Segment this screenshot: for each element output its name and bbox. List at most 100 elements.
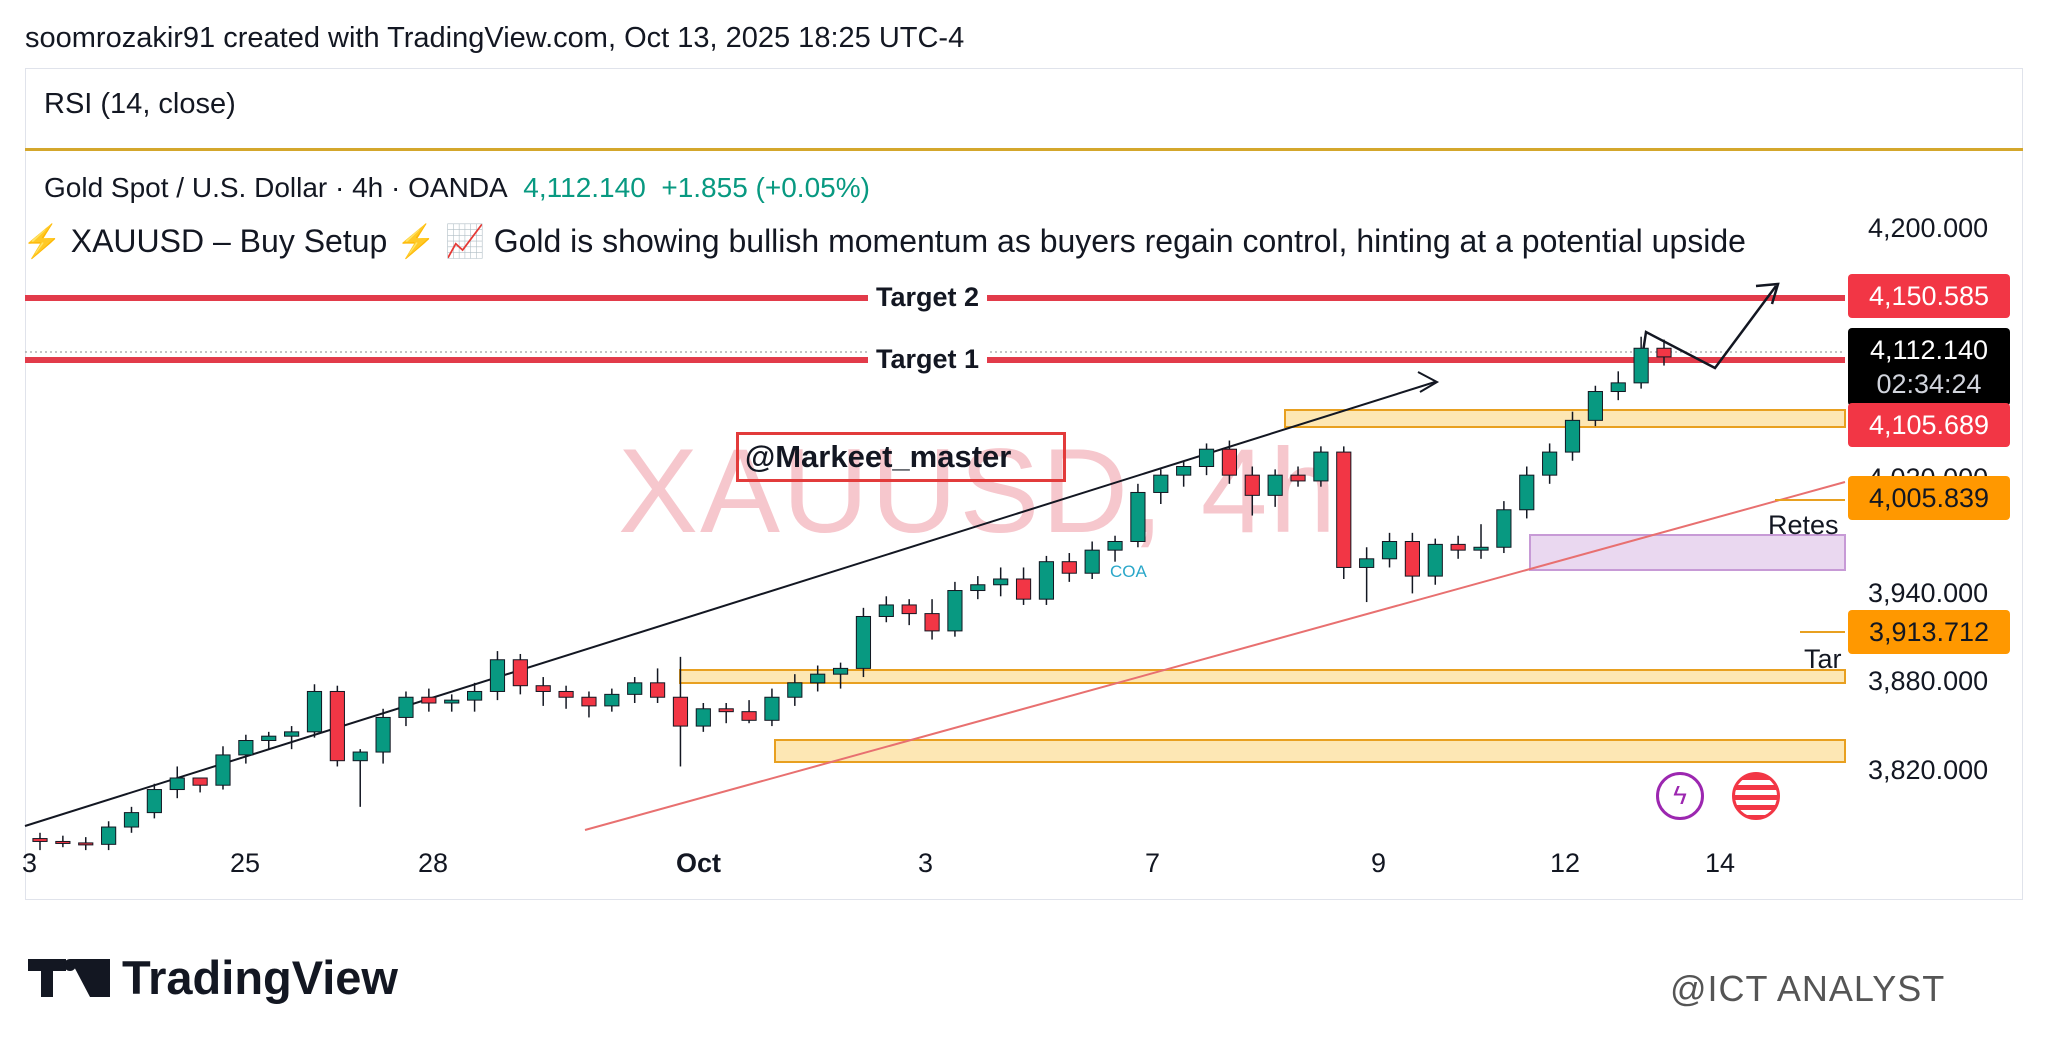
candle-down (512, 659, 528, 687)
candle-up (947, 590, 963, 632)
candle-up (970, 584, 986, 592)
candle-up (787, 682, 803, 698)
candle-down (192, 777, 208, 786)
level-b-price-tag: 3,913.712 (1848, 610, 2010, 654)
chart-panel (25, 68, 2023, 900)
candle-up (352, 751, 368, 762)
current-price-tag: 4,112.140 02:34:24 (1848, 328, 2010, 406)
candle-up (1176, 466, 1192, 476)
candle-up (169, 777, 185, 791)
candle-up (695, 708, 711, 727)
price-tick-3820: 3,820.000 (1868, 755, 1989, 785)
us-flag-icon[interactable] (1732, 772, 1780, 820)
target2-price-tag: 4,150.585 (1848, 274, 2010, 318)
projection-arrow (1755, 282, 1780, 305)
candle-up (832, 667, 849, 675)
symbol-info[interactable]: Gold Spot / U.S. Dollar · 4h · OANDA 4,1… (44, 172, 870, 204)
candle-down (329, 690, 345, 762)
pane-separator[interactable] (25, 148, 2023, 151)
candle-up (1519, 474, 1535, 511)
target2-label[interactable]: Target 2 (868, 282, 988, 313)
retest-label[interactable]: Retes (1768, 510, 1839, 540)
candle-up (1427, 543, 1443, 577)
idea-body: Gold is showing bullish momentum as buye… (484, 223, 1746, 259)
lightning-event-icon[interactable]: ϟ (1656, 772, 1704, 820)
target1-label[interactable]: Target 1 (868, 344, 988, 375)
candle-up (238, 740, 254, 756)
candle-up (398, 696, 414, 718)
support-trendline (584, 481, 1846, 831)
candle-up (604, 693, 620, 707)
tradingview-wordmark: TradingView (122, 951, 398, 1004)
coa-label: COA (1110, 562, 1147, 581)
candle-up (284, 731, 300, 737)
candle-down (558, 690, 574, 698)
date-tick: 3 (918, 848, 934, 878)
rsi-indicator-label[interactable]: RSI (14, close) (44, 88, 236, 120)
candle-up (993, 578, 1009, 586)
retest-zone (1529, 534, 1846, 571)
date-tick: 14 (1705, 848, 1736, 878)
candle-up (1542, 451, 1558, 476)
candle-up (1153, 474, 1169, 493)
candle-up (1587, 391, 1603, 421)
level-a-price-tag: 4,005.839 (1848, 476, 2010, 520)
candle-up (1473, 546, 1489, 551)
candle-down (718, 708, 734, 713)
candle-up (101, 826, 117, 845)
price-tick-3940: 3,940.000 (1868, 578, 1989, 608)
symbol-change: +1.855 (+0.05%) (661, 172, 870, 203)
symbol-name: Gold Spot / U.S. Dollar · 4h · OANDA (44, 172, 508, 203)
zones-layer (679, 409, 1846, 763)
chart-up-icon: 📈 (444, 223, 485, 259)
candle-down (1244, 474, 1260, 496)
candles-layer (32, 336, 1672, 851)
candle-down (1404, 540, 1420, 577)
candle-up (1496, 509, 1512, 548)
tradingview-mark-icon (28, 958, 110, 997)
idea-title: XAUUSD – Buy Setup (61, 223, 397, 259)
candle-up (1107, 540, 1123, 551)
candle-up (215, 754, 231, 786)
candle-down (741, 711, 757, 721)
idea-description: ⚡ XAUUSD – Buy Setup ⚡ 📈 Gold is showing… (22, 222, 1842, 260)
date-tick: 9 (1371, 848, 1387, 878)
target-zone-label[interactable]: Tar (1804, 644, 1842, 674)
candle-up (261, 735, 277, 742)
candle-up (1267, 474, 1283, 496)
handle-label[interactable]: @Markeet_master (736, 432, 1066, 482)
tradingview-logo[interactable]: TradingView (28, 950, 398, 1005)
date-tick: 12 (1550, 848, 1581, 878)
candle-down (32, 838, 48, 842)
candle-up (375, 716, 391, 753)
candle-up (1130, 491, 1146, 542)
candle-up (146, 789, 162, 814)
candle-down (672, 696, 689, 727)
price-tick-4200: 4,200.000 (1868, 213, 1989, 243)
date-tick: 7 (1145, 848, 1161, 878)
candle-up (627, 682, 643, 695)
candle-down (1656, 347, 1672, 358)
date-tick: 25 (230, 848, 261, 878)
candle-up (855, 615, 872, 669)
lightning-icon-2: ⚡ (396, 223, 437, 259)
candle-up (123, 812, 140, 828)
candle-down (535, 685, 551, 692)
candle-down (1015, 578, 1032, 600)
candle-down (581, 696, 597, 707)
candle-down (1450, 543, 1466, 551)
date-tick-month: Oct (676, 848, 722, 878)
candle-countdown: 02:34:24 (1876, 369, 1982, 399)
candle-down (1221, 448, 1237, 476)
candle-down (421, 696, 437, 704)
price-tick-3880: 3,880.000 (1868, 666, 1989, 696)
candle-up (1084, 549, 1100, 574)
candle-down (901, 604, 917, 615)
candle-up (1038, 561, 1055, 600)
candle-up (1610, 382, 1626, 393)
candle-down (1061, 561, 1077, 574)
lightning-icon: ⚡ (22, 223, 62, 259)
candle-up (1359, 558, 1375, 568)
candle-up (764, 696, 780, 721)
